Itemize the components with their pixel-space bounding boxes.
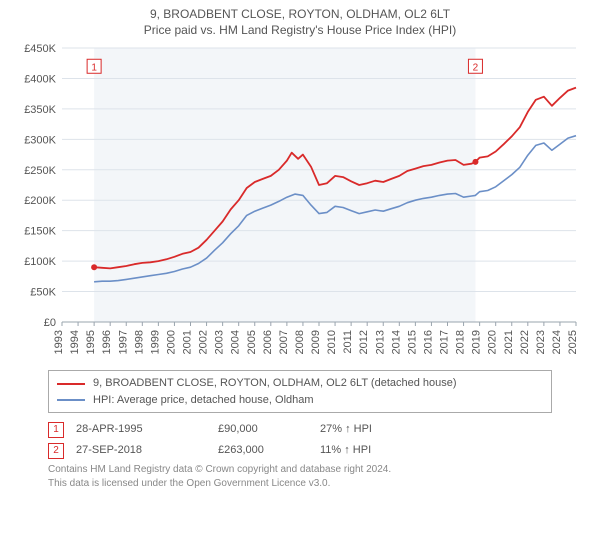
svg-text:2016: 2016: [422, 330, 434, 354]
transaction-price: £263,000: [218, 440, 308, 461]
svg-text:1994: 1994: [69, 330, 81, 354]
transaction-row: 2 27-SEP-2018 £263,000 11% ↑ HPI: [48, 440, 552, 461]
svg-text:£250K: £250K: [24, 165, 56, 177]
svg-text:2009: 2009: [310, 330, 322, 354]
svg-text:2025: 2025: [567, 330, 579, 354]
svg-text:2002: 2002: [198, 330, 210, 354]
transaction-pct: 27% ↑ HPI: [320, 419, 430, 440]
legend-label: 9, BROADBENT CLOSE, ROYTON, OLDHAM, OL2 …: [93, 375, 457, 392]
legend-item: HPI: Average price, detached house, Oldh…: [57, 392, 543, 409]
svg-text:2004: 2004: [230, 330, 242, 354]
chart-svg: £0 £50K £100K £150K £200K £250K £300K £350K £400…: [8, 42, 592, 366]
transaction-list: 1 28-APR-1995 £90,000 27% ↑ HPI 2 27-SEP…: [48, 419, 552, 461]
svg-text:1999: 1999: [149, 330, 161, 354]
title-line-2: Price paid vs. HM Land Registry's House …: [8, 22, 592, 38]
svg-text:2014: 2014: [390, 330, 402, 354]
svg-text:£300K: £300K: [24, 135, 56, 147]
svg-text:£150K: £150K: [24, 226, 56, 238]
svg-text:£450K: £450K: [24, 43, 56, 55]
marker-badge-icon: 2: [48, 443, 64, 459]
svg-text:2012: 2012: [358, 330, 370, 354]
svg-text:1995: 1995: [85, 330, 97, 354]
chart-container: 9, BROADBENT CLOSE, ROYTON, OLDHAM, OL2 …: [0, 0, 600, 560]
footer: Contains HM Land Registry data © Crown c…: [48, 463, 552, 490]
svg-text:2021: 2021: [503, 330, 515, 354]
svg-text:2023: 2023: [535, 330, 547, 354]
transaction-row: 1 28-APR-1995 £90,000 27% ↑ HPI: [48, 419, 552, 440]
svg-text:£100K: £100K: [24, 256, 56, 268]
svg-text:2024: 2024: [551, 330, 563, 354]
marker-badge-icon: 1: [48, 422, 64, 438]
svg-text:2013: 2013: [374, 330, 386, 354]
chart: £0 £50K £100K £150K £200K £250K £300K £350K £400…: [8, 42, 592, 366]
svg-text:2: 2: [473, 63, 479, 74]
footer-line: Contains HM Land Registry data © Crown c…: [48, 463, 552, 477]
legend: 9, BROADBENT CLOSE, ROYTON, OLDHAM, OL2 …: [48, 370, 552, 413]
svg-text:2022: 2022: [519, 330, 531, 354]
svg-text:2017: 2017: [439, 330, 451, 354]
svg-text:2018: 2018: [455, 330, 467, 354]
svg-text:2005: 2005: [246, 330, 258, 354]
svg-text:1997: 1997: [117, 330, 129, 354]
svg-text:2006: 2006: [262, 330, 274, 354]
svg-text:£0: £0: [44, 317, 56, 329]
title-line-1: 9, BROADBENT CLOSE, ROYTON, OLDHAM, OL2 …: [8, 6, 592, 22]
svg-text:£350K: £350K: [24, 104, 56, 116]
svg-text:2008: 2008: [294, 330, 306, 354]
chart-title: 9, BROADBENT CLOSE, ROYTON, OLDHAM, OL2 …: [8, 6, 592, 38]
svg-text:2003: 2003: [214, 330, 226, 354]
legend-swatch: [57, 383, 85, 385]
legend-swatch: [57, 399, 85, 401]
svg-text:2007: 2007: [278, 330, 290, 354]
transaction-pct: 11% ↑ HPI: [320, 440, 430, 461]
transaction-date: 28-APR-1995: [76, 419, 206, 440]
svg-text:2000: 2000: [165, 330, 177, 354]
footer-line: This data is licensed under the Open Gov…: [48, 477, 552, 491]
legend-item: 9, BROADBENT CLOSE, ROYTON, OLDHAM, OL2 …: [57, 375, 543, 392]
svg-text:2001: 2001: [182, 330, 194, 354]
svg-text:£50K: £50K: [30, 287, 56, 299]
transaction-price: £90,000: [218, 419, 308, 440]
svg-text:2020: 2020: [487, 330, 499, 354]
svg-text:2015: 2015: [406, 330, 418, 354]
legend-label: HPI: Average price, detached house, Oldh…: [93, 392, 314, 409]
svg-text:2011: 2011: [342, 330, 354, 354]
svg-text:1993: 1993: [53, 330, 65, 354]
svg-text:2019: 2019: [471, 330, 483, 354]
transaction-date: 27-SEP-2018: [76, 440, 206, 461]
svg-text:£400K: £400K: [24, 74, 56, 86]
svg-text:1996: 1996: [101, 330, 113, 354]
svg-text:2010: 2010: [326, 330, 338, 354]
svg-text:1998: 1998: [133, 330, 145, 354]
svg-text:£200K: £200K: [24, 196, 56, 208]
svg-text:1: 1: [91, 63, 97, 74]
